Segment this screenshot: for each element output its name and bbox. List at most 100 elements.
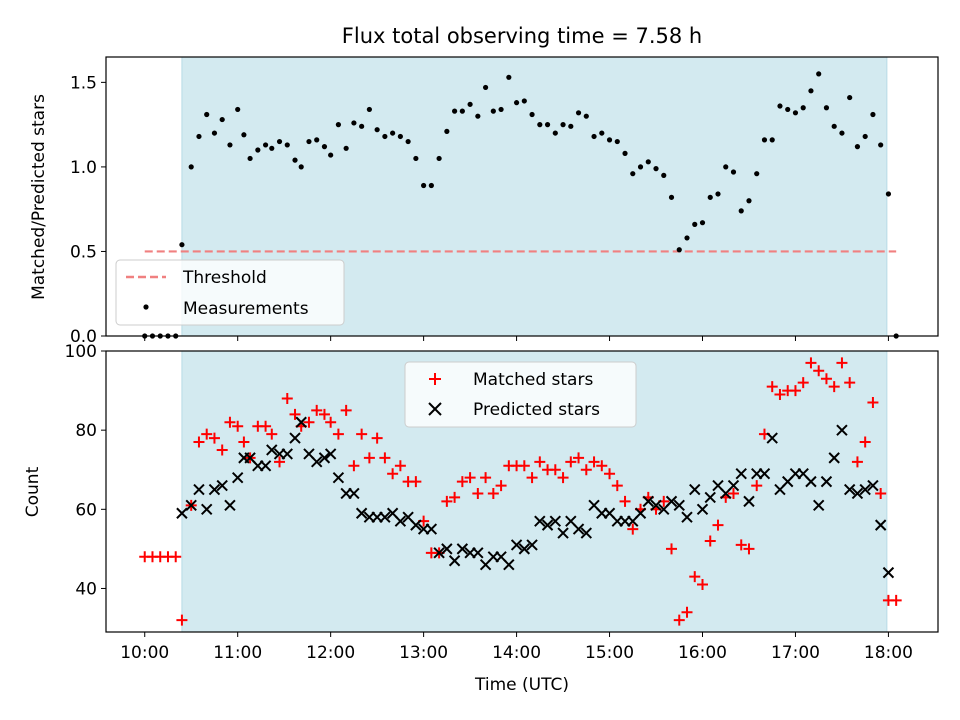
count-panel-frame: [105, 350, 939, 633]
measurement-point: [862, 133, 868, 140]
count-y-tick-label: 100: [65, 342, 97, 362]
matched-star-point: [518, 460, 530, 472]
predicted-star-point: [185, 499, 197, 512]
measurement-point: [284, 142, 290, 148]
measurement-point: [808, 88, 814, 94]
predicted-star-point: [805, 475, 817, 488]
matched-star-point: [805, 357, 817, 369]
matched-star-point: [208, 432, 220, 444]
matched-star-point: [472, 487, 484, 499]
predicted-star-point: [355, 507, 368, 519]
predicted-star-point: [650, 499, 662, 512]
x-tick-label: 13:00: [399, 643, 448, 663]
predicted-star-point: [295, 416, 307, 428]
matched-star-point: [464, 472, 476, 484]
matched-star-point: [274, 456, 286, 468]
matched-star-point: [813, 365, 825, 377]
predicted-star-point: [820, 475, 833, 488]
measurement-point: [241, 132, 247, 138]
ratio-y-tick-label: 0.5: [70, 242, 97, 262]
predicted-star-point: [425, 523, 438, 535]
predicted-star-point: [735, 467, 747, 480]
measurement-point: [306, 138, 312, 145]
matched-star-point: [611, 480, 623, 492]
measurement-point: [452, 108, 458, 114]
predicted-star-point: [812, 499, 825, 512]
predicted-star-point: [727, 479, 740, 492]
measurements-legend-swatch: [143, 304, 149, 310]
predicted-star-point: [580, 527, 593, 539]
measurement-point: [878, 142, 884, 148]
predicted-star-points: [176, 416, 895, 579]
predicted-star-point: [526, 539, 538, 551]
matched-star-point: [666, 543, 678, 555]
predicted-star-point: [348, 487, 360, 500]
measurement-point: [247, 155, 253, 162]
matched-star-point: [673, 614, 685, 626]
count-y-tick-label: 40: [75, 579, 97, 599]
count-legend: Matched stars Predicted stars: [404, 361, 637, 428]
matched-star-point: [549, 464, 561, 476]
threshold-legend-label: Threshold: [182, 268, 267, 288]
measurement-point: [754, 171, 760, 177]
ratio-legend: Threshold Measurements: [115, 259, 345, 326]
predicted-star-point: [208, 483, 221, 496]
matched-star-point: [859, 436, 871, 448]
measurement-point: [699, 220, 706, 226]
x-axis-label: Time (UTC): [474, 675, 569, 695]
measurement-point: [314, 137, 320, 143]
matched-star-point: [379, 452, 391, 464]
predicted-star-point: [311, 456, 323, 468]
matched-star-point: [224, 416, 236, 428]
matched-star-point: [681, 606, 693, 618]
matched-star-point: [394, 460, 406, 472]
matched-star-point: [743, 543, 755, 555]
measurement-point: [854, 144, 861, 150]
matched-star-point: [441, 495, 453, 507]
matched-star-point: [340, 404, 352, 416]
predicted-star-point: [441, 543, 453, 555]
matched-star-point: [325, 416, 337, 428]
count-legend-box: [404, 361, 637, 428]
predicted-star-point: [193, 483, 205, 496]
matched-star-point: [348, 460, 360, 472]
matched-star-point: [596, 460, 608, 472]
measurement-point: [255, 147, 261, 153]
matched-star-point: [712, 519, 724, 531]
measurement-point: [870, 111, 876, 118]
predicted-star-point: [318, 452, 331, 464]
predicted-star-point: [665, 495, 678, 508]
matched-star-point: [565, 456, 577, 468]
measurement-points: [142, 71, 899, 339]
measurement-point: [436, 155, 442, 162]
matched-star-point: [449, 491, 461, 503]
measurement-point: [328, 152, 334, 158]
x-tick-label: 12:00: [306, 643, 355, 663]
matched-star-point: [604, 468, 616, 480]
measurement-point: [831, 123, 837, 129]
measurement-point: [769, 137, 775, 143]
x-tick-label: 15:00: [585, 643, 634, 663]
measurement-point: [707, 194, 713, 200]
measurement-point: [204, 111, 210, 118]
predicted-star-point: [557, 527, 569, 539]
measurement-point: [800, 105, 806, 111]
predicted-legend-label: Predicted stars: [473, 400, 600, 420]
measurement-point: [792, 110, 799, 116]
matched-star-point: [260, 420, 272, 432]
measurement-point: [521, 98, 527, 104]
measurement-point: [599, 130, 605, 136]
matched-star-point: [534, 456, 546, 468]
measurement-point: [467, 101, 473, 107]
measurement-point: [606, 137, 613, 143]
predicted-star-point: [867, 479, 879, 492]
matched-legend-label: Matched stars: [473, 370, 593, 390]
matched-star-point: [875, 487, 887, 499]
count-y-tick-label: 60: [75, 500, 97, 520]
matched-star-point: [867, 396, 879, 408]
predicted-legend-swatch: [428, 402, 442, 416]
measurement-point: [490, 108, 496, 114]
matched-star-point: [303, 416, 315, 428]
measurement-point: [560, 122, 566, 128]
matched-star-point: [751, 480, 763, 492]
